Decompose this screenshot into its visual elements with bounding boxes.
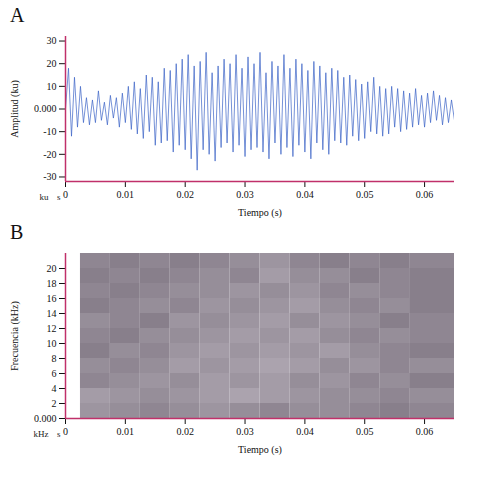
- svg-text:kHz: kHz: [34, 429, 49, 439]
- svg-text:0.06: 0.06: [416, 426, 434, 437]
- html-text:A: A: [10, 4, 25, 26]
- svg-text:0.000: 0.000: [34, 413, 57, 424]
- svg-text:Frecuencia (kHz): Frecuencia (kHz): [9, 301, 21, 371]
- svg-text:0.04: 0.04: [296, 426, 314, 437]
- svg-text:ku: ku: [40, 192, 50, 202]
- svg-text:20: 20: [47, 58, 57, 69]
- svg-text:0.03: 0.03: [236, 426, 254, 437]
- svg-text:18: 18: [47, 278, 57, 289]
- svg-text:8: 8: [52, 353, 57, 364]
- svg-text:10: 10: [47, 81, 57, 92]
- svg-text:Amplitud (ku): Amplitud (ku): [9, 80, 21, 138]
- svg-text:0.01: 0.01: [117, 189, 135, 200]
- svg-text:2: 2: [52, 398, 57, 409]
- html-text:B: B: [10, 221, 24, 243]
- svg-text:Tiempo (s): Tiempo (s): [238, 444, 282, 456]
- svg-text:-30: -30: [43, 171, 56, 182]
- svg-text:0.04: 0.04: [296, 189, 314, 200]
- svg-text:0.06: 0.06: [416, 189, 434, 200]
- svg-text:10: 10: [47, 338, 57, 349]
- svg-text:6: 6: [52, 368, 57, 379]
- svg-text:0.000: 0.000: [34, 103, 57, 114]
- svg-text:-20: -20: [43, 149, 56, 160]
- svg-text:0: 0: [63, 189, 68, 200]
- svg-text:0.05: 0.05: [356, 189, 374, 200]
- svg-text:0.02: 0.02: [176, 426, 194, 437]
- svg-text:30: 30: [47, 35, 57, 46]
- svg-text:0.01: 0.01: [117, 426, 135, 437]
- svg-text:4: 4: [52, 383, 57, 394]
- svg-text:16: 16: [47, 293, 57, 304]
- svg-text:14: 14: [47, 308, 57, 319]
- svg-text:0.02: 0.02: [176, 189, 194, 200]
- svg-text:20: 20: [47, 263, 57, 274]
- svg-text:0: 0: [63, 426, 68, 437]
- svg-text:-10: -10: [43, 126, 56, 137]
- svg-text:0.05: 0.05: [356, 426, 374, 437]
- svg-text:12: 12: [47, 323, 57, 334]
- svg-text:0.03: 0.03: [236, 189, 254, 200]
- svg-text:s: s: [57, 192, 61, 202]
- svg-text:s: s: [57, 429, 61, 439]
- svg-text:Tiempo (s): Tiempo (s): [238, 207, 282, 219]
